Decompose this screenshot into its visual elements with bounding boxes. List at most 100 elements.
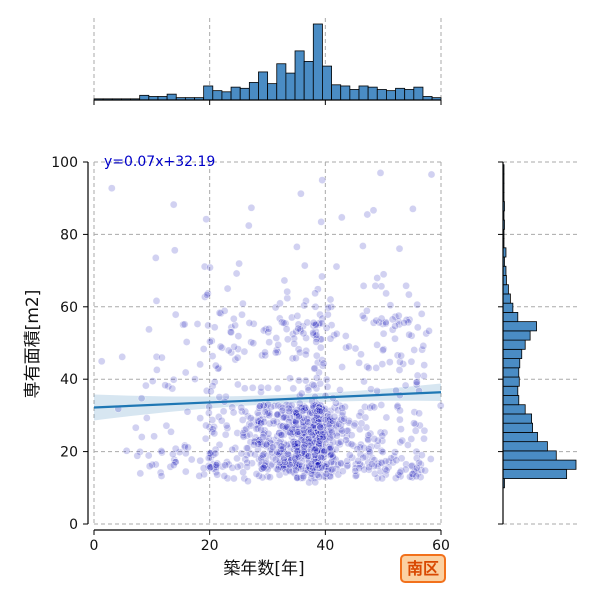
scatter-point — [304, 441, 313, 449]
scatter-point — [210, 378, 219, 386]
scatter-point — [229, 408, 238, 417]
scatter-point — [347, 431, 356, 440]
scatter-point — [291, 466, 300, 475]
scatter-point — [330, 412, 339, 421]
scatter-point — [164, 382, 173, 391]
scatter-point — [322, 469, 331, 478]
scatter-point — [285, 460, 294, 469]
scatter-point — [342, 436, 350, 445]
scatter-point — [237, 449, 246, 458]
scatter-point — [211, 449, 220, 458]
scatter-point — [212, 461, 221, 469]
scatter-point — [316, 343, 325, 352]
scatter-point — [366, 403, 374, 412]
scatter-point — [259, 451, 267, 459]
scatter-point — [148, 377, 157, 385]
scatter-point — [391, 474, 400, 482]
scatter-point — [223, 474, 232, 483]
scatter-point — [167, 427, 175, 436]
scatter-point — [370, 435, 379, 443]
scatter-point — [299, 426, 308, 434]
scatter-point — [396, 358, 404, 366]
scatter-point — [297, 389, 306, 398]
scatter-point — [381, 457, 390, 466]
scatter-point — [162, 421, 171, 430]
scatter-point — [319, 359, 328, 368]
scatter-point — [272, 441, 281, 450]
scatter-point — [182, 338, 191, 346]
y-histogram-bar — [502, 450, 557, 461]
scatter-point — [191, 375, 199, 383]
scatter-point — [218, 343, 226, 352]
scatter-point — [284, 404, 293, 413]
scatter-point — [364, 458, 373, 467]
scatter-point — [363, 306, 371, 315]
scatter-point — [193, 320, 202, 328]
scatter-point — [351, 419, 359, 428]
y-tick-label: 80 — [60, 227, 78, 243]
scatter-point — [205, 409, 213, 417]
scatter-point — [328, 431, 337, 440]
scatter-point — [314, 285, 322, 294]
x-histogram-bar — [349, 89, 360, 101]
scatter-point — [283, 335, 292, 344]
y-histogram-bar — [502, 422, 533, 433]
scatter-point — [222, 392, 230, 401]
y-histogram-bar — [502, 330, 531, 341]
scatter-point — [373, 341, 381, 349]
scatter-point — [264, 383, 272, 392]
y-histogram-bar — [502, 358, 521, 369]
scatter-point — [292, 408, 300, 417]
scatter-point — [195, 472, 204, 480]
scatter-point — [210, 429, 219, 438]
y-histogram-bar — [502, 459, 577, 470]
scatter-point — [255, 472, 264, 480]
scatter-point — [396, 472, 405, 481]
scatter-point — [145, 325, 153, 334]
scatter-point — [332, 421, 340, 430]
scatter-point — [276, 402, 285, 411]
scatter-point — [240, 347, 249, 356]
scatter-point — [291, 417, 300, 426]
scatter-point — [286, 428, 294, 437]
scatter-point — [408, 461, 416, 470]
scatter-point — [278, 404, 287, 412]
scatter-point — [370, 403, 379, 412]
scatter-point — [404, 441, 412, 449]
scatter-point — [292, 423, 301, 431]
scatter-point — [364, 436, 373, 444]
y-histogram-bar — [502, 339, 526, 350]
scatter-point — [351, 472, 360, 480]
scatter-point — [360, 377, 368, 386]
scatter-point — [359, 282, 368, 290]
scatter-point — [187, 455, 196, 464]
scatter-point — [287, 401, 296, 410]
scatter-point — [292, 354, 300, 362]
scatter-point — [363, 210, 372, 219]
scatter-point — [341, 402, 349, 411]
x-tick-label: 0 — [90, 538, 99, 554]
scatter-point — [294, 452, 303, 461]
scatter-point — [257, 425, 265, 434]
scatter-point — [313, 471, 322, 479]
scatter-point — [351, 467, 360, 475]
scatter-point — [272, 334, 281, 342]
y-histogram-bar — [502, 302, 514, 313]
x-histogram-bar — [294, 50, 305, 101]
scatter-point — [318, 176, 327, 184]
scatter-point — [327, 321, 336, 329]
scatter-point — [196, 414, 204, 422]
scatter-point — [350, 421, 359, 430]
scatter-point — [257, 388, 265, 396]
scatter-point — [261, 325, 270, 333]
scatter-point — [230, 342, 238, 351]
scatter-point — [407, 435, 416, 443]
scatter-point — [244, 221, 253, 230]
x-histogram-bar — [303, 61, 314, 101]
scatter-point — [247, 203, 256, 212]
scatter-point — [316, 379, 325, 388]
x-histogram-bar — [413, 86, 424, 101]
scatter-point — [394, 311, 403, 320]
scatter-point — [265, 409, 274, 418]
scatter-point — [300, 301, 308, 310]
